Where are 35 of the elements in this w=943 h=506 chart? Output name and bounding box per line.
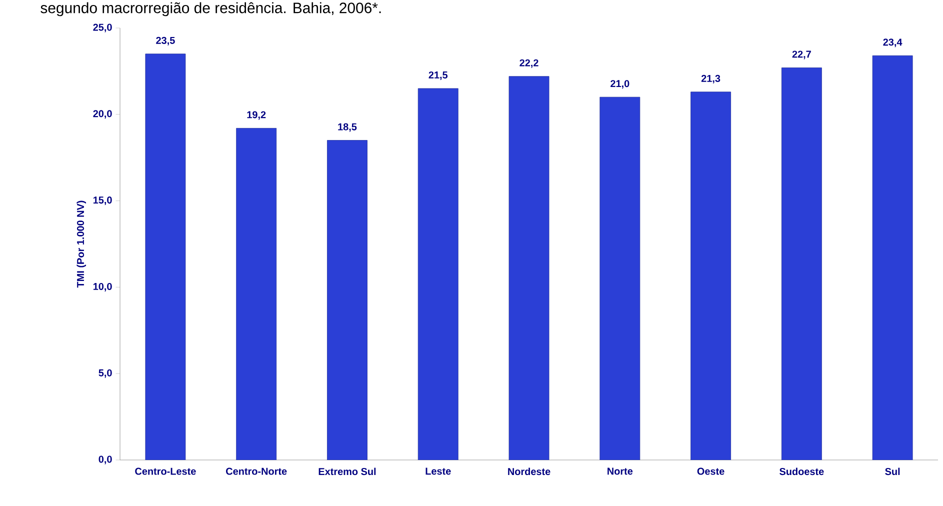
x-tick-label: Leste	[426, 468, 451, 475]
data-label: 19,2	[247, 111, 266, 120]
x-tick-label: Sudoeste	[780, 468, 824, 476]
data-label: 22,2	[520, 59, 538, 68]
x-tick-label: Extremo Sul	[318, 468, 376, 476]
bar	[690, 92, 731, 460]
data-label: 23,4	[883, 38, 902, 48]
data-label: 21,3	[701, 74, 720, 84]
bar	[327, 140, 368, 460]
y-tick-label: 15,0	[93, 196, 112, 206]
y-tick-label: 25,0	[93, 24, 112, 32]
data-label: 22,7	[792, 50, 811, 60]
y-tick-label: 20,0	[93, 110, 112, 119]
data-label: 21,0	[610, 80, 630, 89]
y-tick-label: 5,0	[98, 369, 112, 378]
bar	[236, 128, 277, 460]
x-tick-label: Centro-Leste	[135, 468, 196, 475]
bar	[145, 54, 186, 460]
bar	[781, 68, 822, 460]
chart-title: segundo macrorregião de residência. Bahia, 2006*.	[40, 2, 381, 16]
bar	[872, 55, 913, 460]
y-axis-title: TMI (Por 1.000 NV)	[76, 200, 86, 288]
x-tick-label: Nordeste	[508, 468, 550, 476]
bar	[418, 88, 458, 460]
y-tick-label: 10,0	[93, 282, 112, 292]
x-tick-label: Sul	[885, 468, 900, 476]
x-tick-label: Centro-Norte	[226, 468, 287, 475]
bar	[600, 96, 640, 460]
bar	[508, 76, 550, 460]
x-tick-label: Oeste	[697, 468, 724, 475]
data-label: 18,5	[338, 123, 357, 132]
data-label: 23,5	[156, 36, 175, 46]
y-tick-label: 0,0	[98, 456, 112, 464]
data-label: 21,5	[428, 71, 448, 80]
x-tick-label: Norte	[608, 468, 633, 475]
